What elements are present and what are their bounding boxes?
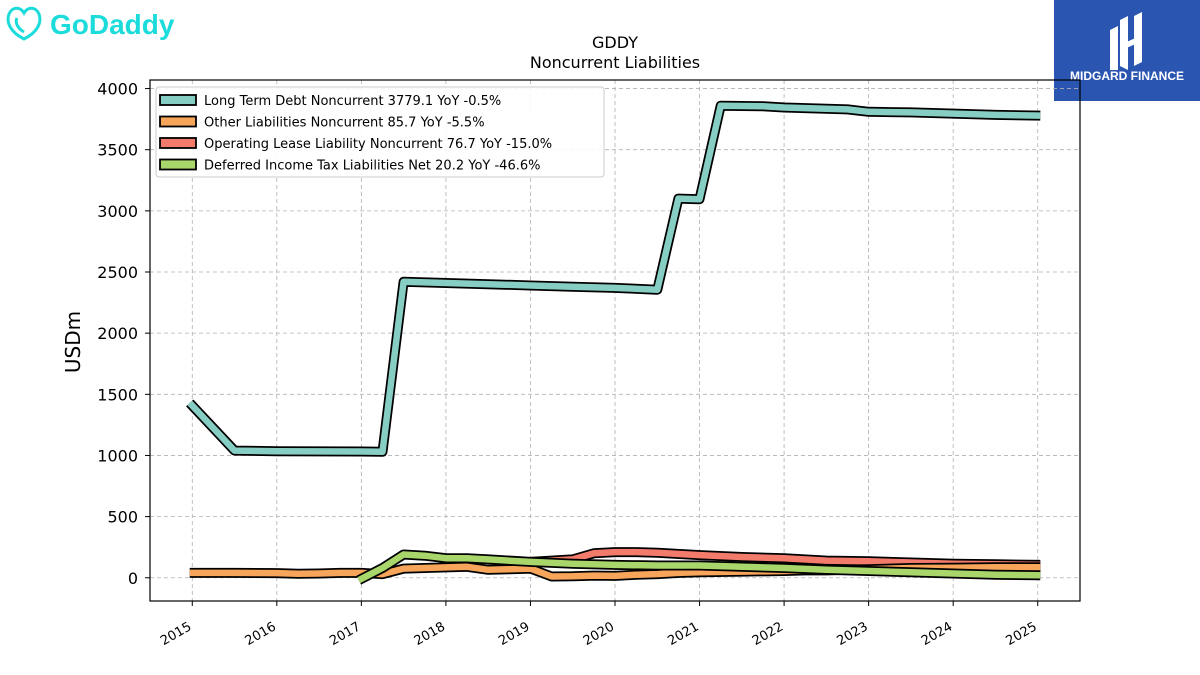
y-tick-label: 3000 bbox=[97, 202, 138, 221]
chart-subtitle: Noncurrent Liabilities bbox=[530, 53, 700, 72]
x-tick-label: 2025 bbox=[1004, 619, 1040, 649]
x-tick-label: 2016 bbox=[243, 619, 279, 649]
y-tick-label: 2000 bbox=[97, 324, 138, 343]
legend-swatch bbox=[159, 158, 197, 171]
legend: Long Term Debt Noncurrent 3779.1 YoY -0.… bbox=[155, 86, 605, 178]
legend-label: Other Liabilities Noncurrent 85.7 YoY -5… bbox=[204, 116, 485, 131]
legend-label: Operating Lease Liability Noncurrent 76.… bbox=[204, 137, 552, 152]
chart-title: GDDY bbox=[592, 33, 638, 52]
series-lines bbox=[186, 100, 1041, 585]
y-tick-label: 0 bbox=[128, 569, 138, 588]
midgard-emblem-icon: MIDGARD FINANCE bbox=[1070, 12, 1184, 83]
x-tick-label: 2019 bbox=[496, 619, 532, 649]
godaddy-heart-icon bbox=[6, 6, 42, 41]
x-tick-label: 2015 bbox=[158, 619, 194, 649]
x-axis-ticks: 2015 2016 2017 2018 2019 2020 2021 2022 2023 2024… bbox=[158, 601, 1040, 649]
x-tick-label: 2020 bbox=[581, 619, 617, 649]
legend-swatch bbox=[159, 137, 197, 149]
y-tick-label: 2500 bbox=[97, 263, 138, 282]
x-tick-label: 2021 bbox=[665, 619, 701, 649]
legend-label: Long Term Debt Noncurrent 3779.1 YoY -0.… bbox=[204, 94, 501, 109]
legend-label: Deferred Income Tax Liabilities Net 20.2… bbox=[204, 159, 540, 174]
midgard-finance-logo: MIDGARD FINANCE bbox=[1054, 0, 1200, 101]
x-tick-label: 2017 bbox=[327, 619, 363, 649]
x-tick-label: 2023 bbox=[834, 619, 870, 649]
midgard-wordmark: MIDGARD FINANCE bbox=[1070, 69, 1184, 83]
x-tick-label: 2024 bbox=[919, 619, 955, 649]
y-tick-label: 4000 bbox=[97, 80, 138, 99]
x-tick-label: 2018 bbox=[412, 619, 448, 649]
y-axis-label: USDm bbox=[61, 311, 85, 373]
godaddy-logo: GoDaddy bbox=[6, 6, 175, 41]
y-axis-ticks: 0 500 1000 1500 2000 2500 3000 3500 4000 bbox=[97, 80, 150, 588]
y-tick-label: 1500 bbox=[97, 385, 138, 404]
godaddy-wordmark: GoDaddy bbox=[50, 9, 175, 40]
series-line bbox=[357, 551, 1041, 584]
legend-box bbox=[155, 86, 605, 178]
legend-swatch bbox=[159, 94, 197, 106]
y-tick-label: 500 bbox=[107, 508, 138, 527]
y-tick-label: 1000 bbox=[97, 446, 138, 465]
y-tick-label: 3500 bbox=[97, 141, 138, 160]
x-tick-label: 2022 bbox=[750, 619, 786, 649]
series-line bbox=[187, 102, 1041, 456]
legend-swatch bbox=[159, 115, 197, 128]
